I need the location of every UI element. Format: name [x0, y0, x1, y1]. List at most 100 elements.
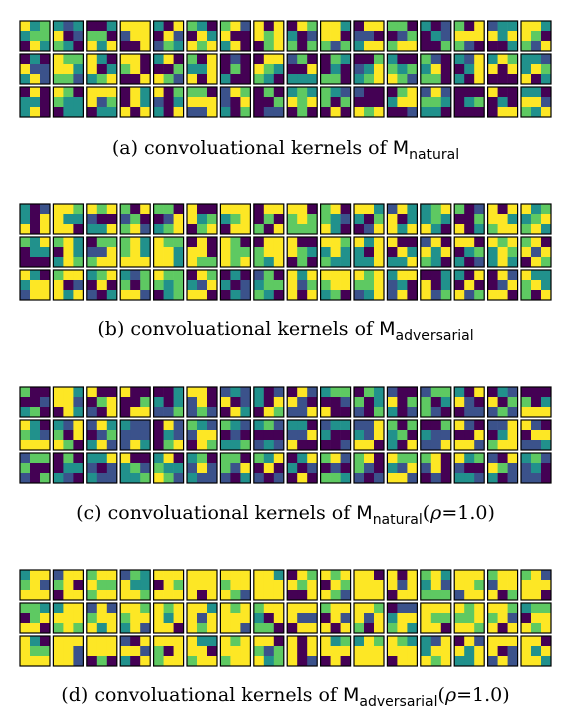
rho-value: =1.0) — [441, 502, 495, 524]
kernel-tile — [453, 602, 485, 634]
kernel-grid-d — [19, 569, 552, 667]
caption-b: (b) convoluational kernels of Madversari… — [0, 318, 571, 344]
kernel-tile — [487, 86, 519, 118]
paren-open: ( — [437, 684, 445, 706]
kernel-tile — [320, 86, 352, 118]
kernel-grid-a — [19, 20, 552, 118]
kernel-tile — [119, 203, 151, 235]
kernel-tile — [286, 386, 318, 418]
kernel-tile — [219, 569, 251, 601]
kernel-tile — [153, 602, 185, 634]
kernel-grid-b — [19, 203, 552, 301]
rho-symbol: ρ — [444, 684, 457, 706]
rho-value: =1.0) — [456, 684, 510, 706]
kernel-tile — [286, 269, 318, 301]
kernel-tile — [19, 569, 51, 601]
kernel-tile — [119, 86, 151, 118]
kernel-tile — [119, 419, 151, 451]
kernel-tile — [487, 236, 519, 268]
kernel-tile — [52, 203, 85, 235]
kernel-tile — [286, 20, 318, 52]
model-symbol: M — [356, 502, 373, 524]
kernel-tile — [420, 236, 452, 268]
kernel-tile — [487, 386, 519, 418]
kernel-tile — [453, 53, 485, 85]
kernel-tile — [119, 20, 151, 52]
kernel-tile — [153, 203, 185, 235]
kernel-tile — [219, 203, 251, 235]
paren-open: ( — [422, 502, 431, 524]
kernel-tile — [153, 386, 185, 418]
kernel-tile — [520, 569, 552, 601]
kernel-tile — [487, 635, 519, 667]
kernel-tile — [353, 86, 385, 118]
kernel-tile — [153, 635, 185, 667]
kernel-tile — [52, 569, 85, 601]
kernel-tile — [487, 53, 519, 85]
kernel-tile — [320, 203, 352, 235]
kernel-tile — [153, 236, 185, 268]
kernel-tile — [52, 452, 85, 484]
kernel-tile — [420, 53, 452, 85]
kernel-tile — [286, 419, 318, 451]
kernel-tile — [453, 269, 485, 301]
kernel-tile — [420, 635, 452, 667]
kernel-tile — [186, 602, 218, 634]
kernel-tile — [52, 86, 85, 118]
kernel-tile — [520, 20, 552, 52]
model-symbol: M — [379, 318, 396, 340]
kernel-tile — [487, 452, 519, 484]
kernel-tile — [320, 452, 352, 484]
kernel-tile — [119, 386, 151, 418]
kernel-tile — [153, 53, 185, 85]
kernel-tile — [487, 569, 519, 601]
kernel-tile — [286, 53, 318, 85]
caption-text: convoluational kernels of — [144, 137, 387, 159]
kernel-tile — [386, 635, 418, 667]
caption-label: (b) — [97, 318, 125, 340]
kernel-tile — [420, 203, 452, 235]
kernel-tile — [487, 20, 519, 52]
kernel-tile — [19, 419, 51, 451]
kernel-tile — [386, 203, 418, 235]
kernel-tile — [86, 203, 118, 235]
kernel-tile — [320, 20, 352, 52]
kernel-tile — [320, 53, 352, 85]
kernel-tile — [186, 20, 218, 52]
kernel-tile — [320, 236, 352, 268]
model-subscript: natural — [409, 147, 460, 163]
kernel-tile — [19, 452, 51, 484]
kernel-tile — [153, 569, 185, 601]
kernel-tile — [420, 569, 452, 601]
kernel-tile — [186, 86, 218, 118]
kernel-tile — [520, 269, 552, 301]
kernel-tile — [19, 236, 51, 268]
kernel-tile — [386, 602, 418, 634]
kernel-tile — [353, 635, 385, 667]
kernel-tile — [386, 86, 418, 118]
kernel-tile — [86, 236, 118, 268]
kernel-tile — [353, 269, 385, 301]
kernel-tile — [320, 602, 352, 634]
kernel-tile — [253, 53, 285, 85]
kernel-tile — [186, 269, 218, 301]
caption-d: (d) convoluational kernels of Madversari… — [0, 684, 571, 710]
kernel-tile — [219, 20, 251, 52]
kernel-tile — [86, 635, 118, 667]
model-subscript: adversarial — [395, 328, 474, 344]
kernel-tile — [119, 602, 151, 634]
kernel-tile — [52, 53, 85, 85]
kernel-tile — [186, 236, 218, 268]
kernel-tile — [487, 269, 519, 301]
kernel-tile — [420, 419, 452, 451]
kernel-tile — [453, 569, 485, 601]
caption-label: (d) — [61, 684, 89, 706]
kernel-tile — [353, 236, 385, 268]
kernel-tile — [420, 452, 452, 484]
kernel-tile — [52, 635, 85, 667]
kernel-tile — [353, 53, 385, 85]
kernel-tile — [386, 569, 418, 601]
kernel-tile — [253, 20, 285, 52]
kernel-tile — [119, 569, 151, 601]
kernel-tile — [219, 452, 251, 484]
